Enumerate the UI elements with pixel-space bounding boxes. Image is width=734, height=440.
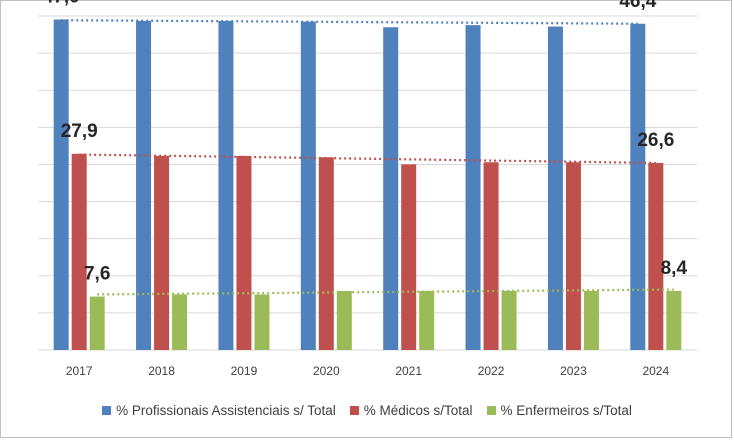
data-labels: 47,0 46,4 27,9 26,6 7,6 8,4 xyxy=(43,0,688,285)
bar-2-2024 xyxy=(648,162,664,350)
legend-swatch xyxy=(349,405,359,415)
legend-item-2: % Médicos s/Total xyxy=(349,402,473,418)
x-tick-label: 2022 xyxy=(478,364,505,378)
data-label-3-2017: 7,6 xyxy=(84,264,110,285)
x-tick-label: 2024 xyxy=(642,364,669,378)
x-tick-label: 2023 xyxy=(560,364,587,378)
legend-swatch xyxy=(102,405,112,415)
legend-label: % Profissionais Assistenciais s/ Total xyxy=(116,402,336,418)
data-label-2-2024: 26,6 xyxy=(637,130,674,151)
x-axis-ticks: 2017 2018 2019 2020 2021 2022 2023 2024 xyxy=(66,364,670,378)
trendlines xyxy=(61,19,674,296)
legend-label: % Enfermeiros s/Total xyxy=(500,402,632,418)
legend: % Profissionais Assistenciais s/ Total % … xyxy=(0,398,734,422)
x-tick-label: 2021 xyxy=(395,364,422,378)
bar-1-2019 xyxy=(218,20,234,350)
bar-2-2022 xyxy=(483,162,499,350)
bar-2-2020 xyxy=(318,157,334,350)
x-tick-label: 2017 xyxy=(66,364,93,378)
trendline-3 xyxy=(97,288,674,296)
bar-1-2022 xyxy=(465,25,481,350)
bar-3-2024 xyxy=(666,290,682,350)
x-tick-label: 2018 xyxy=(148,364,175,378)
bar-1-2021 xyxy=(383,27,399,351)
bar-3-2023 xyxy=(583,290,599,350)
legend-item-1: % Profissionais Assistenciais s/ Total xyxy=(102,403,336,418)
bar-3-2019 xyxy=(254,294,270,350)
data-label-2-2017: 27,9 xyxy=(61,121,98,142)
bar-2-2021 xyxy=(401,164,417,350)
bar-1-2024 xyxy=(630,23,646,350)
bar-3-2022 xyxy=(501,290,517,350)
trendline-2 xyxy=(79,153,656,165)
bar-1-2018 xyxy=(136,20,152,350)
bar-2-2018 xyxy=(154,155,170,350)
legend-label: % Médicos s/Total xyxy=(363,402,473,418)
bar-3-2017 xyxy=(89,296,105,350)
bar-3-2020 xyxy=(336,290,352,350)
trendline-1 xyxy=(61,19,638,25)
data-label-1-2017: 47,0 xyxy=(43,0,80,8)
data-label-3-2024: 8,4 xyxy=(661,258,688,279)
bar-3-2021 xyxy=(419,290,435,350)
bar-2-2023 xyxy=(565,162,581,350)
bar-2-2019 xyxy=(236,155,252,350)
bar-3-2018 xyxy=(172,294,188,350)
x-tick-label: 2019 xyxy=(231,364,258,378)
bar-1-2020 xyxy=(300,21,316,350)
bar-1-2017 xyxy=(53,19,69,351)
legend-swatch xyxy=(486,405,496,415)
x-tick-label: 2020 xyxy=(313,364,340,378)
data-label-1-2024: 46,4 xyxy=(619,0,656,12)
bar-2-2017 xyxy=(71,153,87,350)
legend-item-3: % Enfermeiros s/Total xyxy=(486,402,632,418)
bars xyxy=(53,19,682,351)
bar-1-2023 xyxy=(547,26,563,351)
